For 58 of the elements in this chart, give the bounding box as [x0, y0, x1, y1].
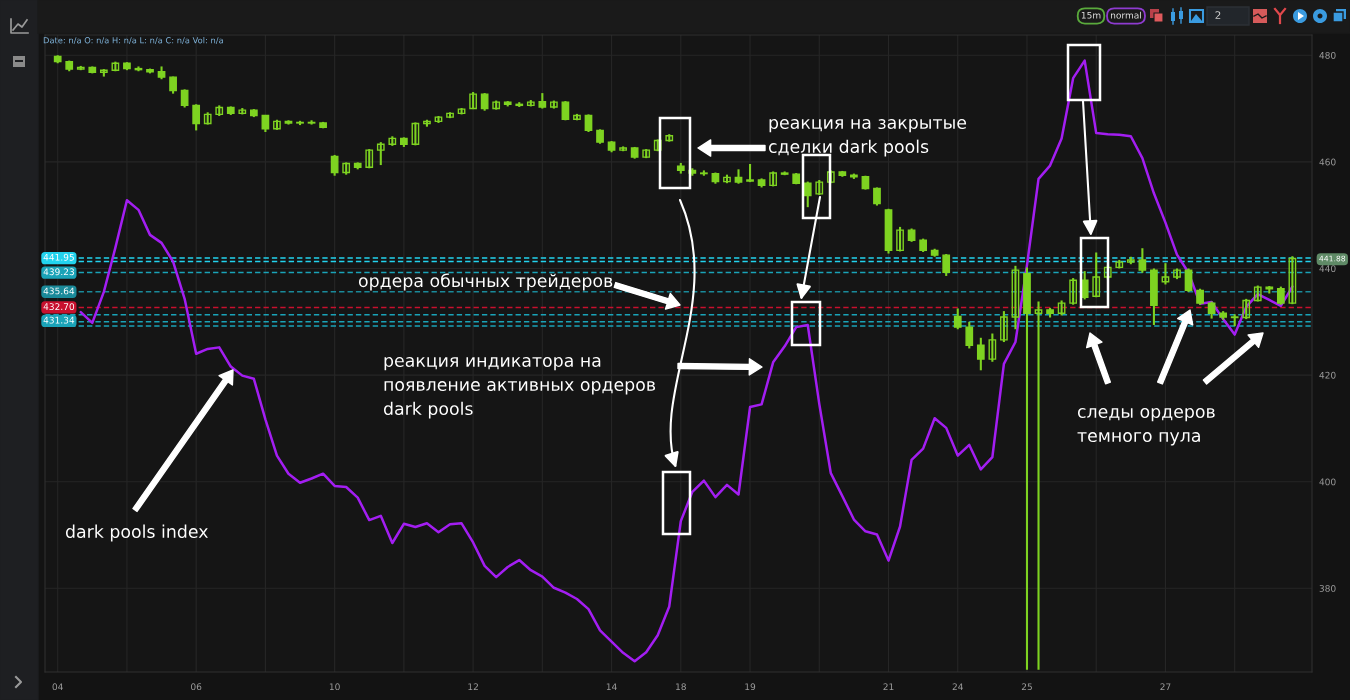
candlestick — [1092, 251, 1101, 299]
x-tick-label: 10 — [329, 683, 340, 691]
x-tick-label: 25 — [1021, 683, 1032, 691]
x-tick-label: 18 — [676, 683, 686, 691]
x-tick-label: 21 — [883, 683, 894, 690]
text: normal — [1111, 11, 1141, 19]
annotation: Date: n/a O: n/a H: n/a L: n/a C: n/a Vol: n/a — [43, 36, 223, 45]
x-tick-label: 04 — [52, 683, 63, 691]
annotation: реакция индикатора на появление активных ордеров dark pools — [383, 357, 656, 419]
annotation: реакция на закрытые сделки dark pools — [768, 119, 967, 157]
candlestick — [330, 153, 339, 177]
text: 2 — [1215, 11, 1221, 19]
candlestick — [746, 162, 754, 184]
ref-line-label: 441.95 — [43, 253, 74, 261]
y-tick-label: 460 — [1319, 158, 1336, 166]
candlestick — [1011, 264, 1020, 331]
candlestick — [942, 253, 951, 277]
candlestick — [976, 336, 985, 372]
x-tick-label: 24 — [952, 683, 963, 690]
ref-line-label: 431.34 — [43, 316, 75, 324]
x-tick-label: 06 — [191, 683, 202, 691]
ref-line-label: 435.64 — [43, 287, 75, 295]
x-tick-label: 27 — [1160, 683, 1171, 690]
annotation: ордера обычных трейдеров — [358, 273, 613, 291]
candlestick — [180, 88, 189, 109]
ref-line-label: 432.70 — [43, 303, 75, 311]
candlestick — [365, 148, 374, 170]
annotation: dark pools index — [65, 524, 208, 542]
candlestick — [1288, 255, 1297, 306]
candlestick — [896, 225, 904, 253]
candlestick — [1069, 277, 1078, 306]
annotation: следы ордеров темного пула — [1077, 408, 1215, 446]
x-tick-label: 14 — [606, 683, 617, 690]
candlestick — [411, 121, 420, 147]
candlestick — [1138, 247, 1147, 274]
candlestick — [988, 332, 997, 363]
y-tick-label: 440 — [1319, 265, 1336, 273]
y-tick-label: 380 — [1319, 585, 1336, 592]
ref-line-label: 439.23 — [43, 268, 74, 276]
candlestick — [803, 180, 812, 209]
y-tick-label: 480 — [1319, 51, 1336, 59]
candlestick — [1000, 310, 1008, 344]
candlestick — [1242, 297, 1251, 321]
candlestick — [1184, 267, 1193, 293]
candlestick — [734, 168, 743, 185]
x-tick-label: 19 — [745, 683, 756, 691]
candlestick — [873, 186, 881, 207]
candlestick — [965, 320, 974, 350]
candlestick — [376, 141, 385, 167]
y-tick-label: 420 — [1319, 371, 1336, 379]
candlestick — [1034, 300, 1043, 671]
candlestick — [1161, 262, 1170, 286]
y-tick-label: 400 — [1319, 478, 1336, 486]
text: 15m — [1081, 11, 1101, 19]
candlestick — [1276, 285, 1285, 306]
candlestick — [192, 103, 201, 132]
candlestick — [953, 307, 962, 331]
x-tick-label: 12 — [468, 683, 478, 690]
